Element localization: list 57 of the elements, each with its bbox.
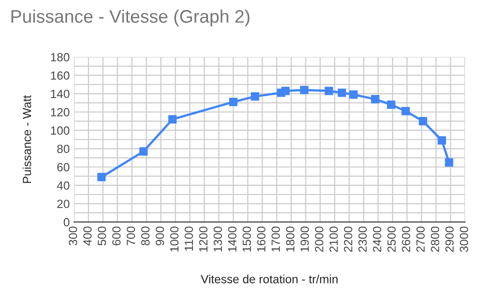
- point: [97, 172, 106, 182]
- x-tick-label: 900: [156, 226, 164, 246]
- x-tick-label: 2300: [358, 226, 367, 252]
- x-tick-label: 1900: [300, 226, 309, 252]
- x-tick-label: 1200: [199, 226, 208, 252]
- x-tick-label: 1400: [228, 226, 236, 252]
- x-tick-label: 2000: [314, 226, 324, 252]
- point: [371, 95, 380, 104]
- point: [418, 117, 428, 126]
- y-tick-label: 140: [51, 90, 70, 98]
- y-tick-label: 20: [57, 200, 70, 208]
- x-tick-label: 1100: [184, 226, 194, 251]
- point: [401, 106, 410, 116]
- point: [139, 147, 148, 156]
- x-tick-label: 300: [68, 226, 78, 246]
- y-tick-label: 120: [51, 108, 70, 116]
- x-tick-label: 1600: [257, 226, 266, 252]
- point: [300, 86, 308, 94]
- point: [250, 92, 260, 101]
- y-tick-label: 180: [51, 53, 70, 62]
- x-tick-label: 700: [126, 226, 136, 246]
- point: [444, 158, 454, 167]
- y-tick-label: 160: [51, 71, 70, 80]
- y-tick-label: 60: [57, 163, 70, 172]
- x-axis-title: Vitesse de rotation - tr/min: [200, 274, 338, 284]
- point: [324, 86, 334, 96]
- x-tick-label: 1700: [272, 226, 280, 252]
- x-tick-label: 600: [112, 226, 121, 246]
- y-tick-label: 0: [64, 218, 70, 226]
- y-tick-label: 100: [51, 126, 70, 135]
- x-tick-label: 800: [141, 226, 150, 246]
- x-tick-label: 1800: [286, 226, 294, 252]
- point: [438, 136, 446, 145]
- x-tick-label: 1000: [170, 226, 179, 252]
- y-tick-label: 80: [57, 144, 70, 154]
- x-tick-label: 1300: [214, 226, 222, 252]
- point: [386, 100, 396, 109]
- x-tick-label: 500: [98, 226, 106, 246]
- x-tick-label: 2100: [329, 226, 338, 252]
- point: [338, 88, 346, 97]
- x-tick-label: 2200: [344, 226, 352, 252]
- x-tick-label: 2400: [372, 226, 382, 252]
- x-tick-label: 1500: [242, 226, 251, 252]
- x-tick-label: 3000: [460, 226, 468, 252]
- point: [168, 115, 177, 124]
- x-tick-label: 2800: [430, 226, 440, 252]
- y-axis-title: Puissance - Watt: [22, 95, 32, 183]
- x-tick-label: 400: [83, 226, 92, 246]
- x-tick-label: 2500: [387, 226, 396, 252]
- chart-title: Puissance - Vitesse (Graph 2): [11, 10, 250, 26]
- point: [281, 86, 290, 96]
- y-tick-label: 40: [56, 181, 70, 190]
- x-tick-label: 2700: [416, 226, 425, 252]
- x-tick-label: 2900: [445, 226, 454, 252]
- x-tick-label: 2600: [402, 226, 410, 252]
- point: [229, 98, 238, 106]
- point: [349, 90, 358, 99]
